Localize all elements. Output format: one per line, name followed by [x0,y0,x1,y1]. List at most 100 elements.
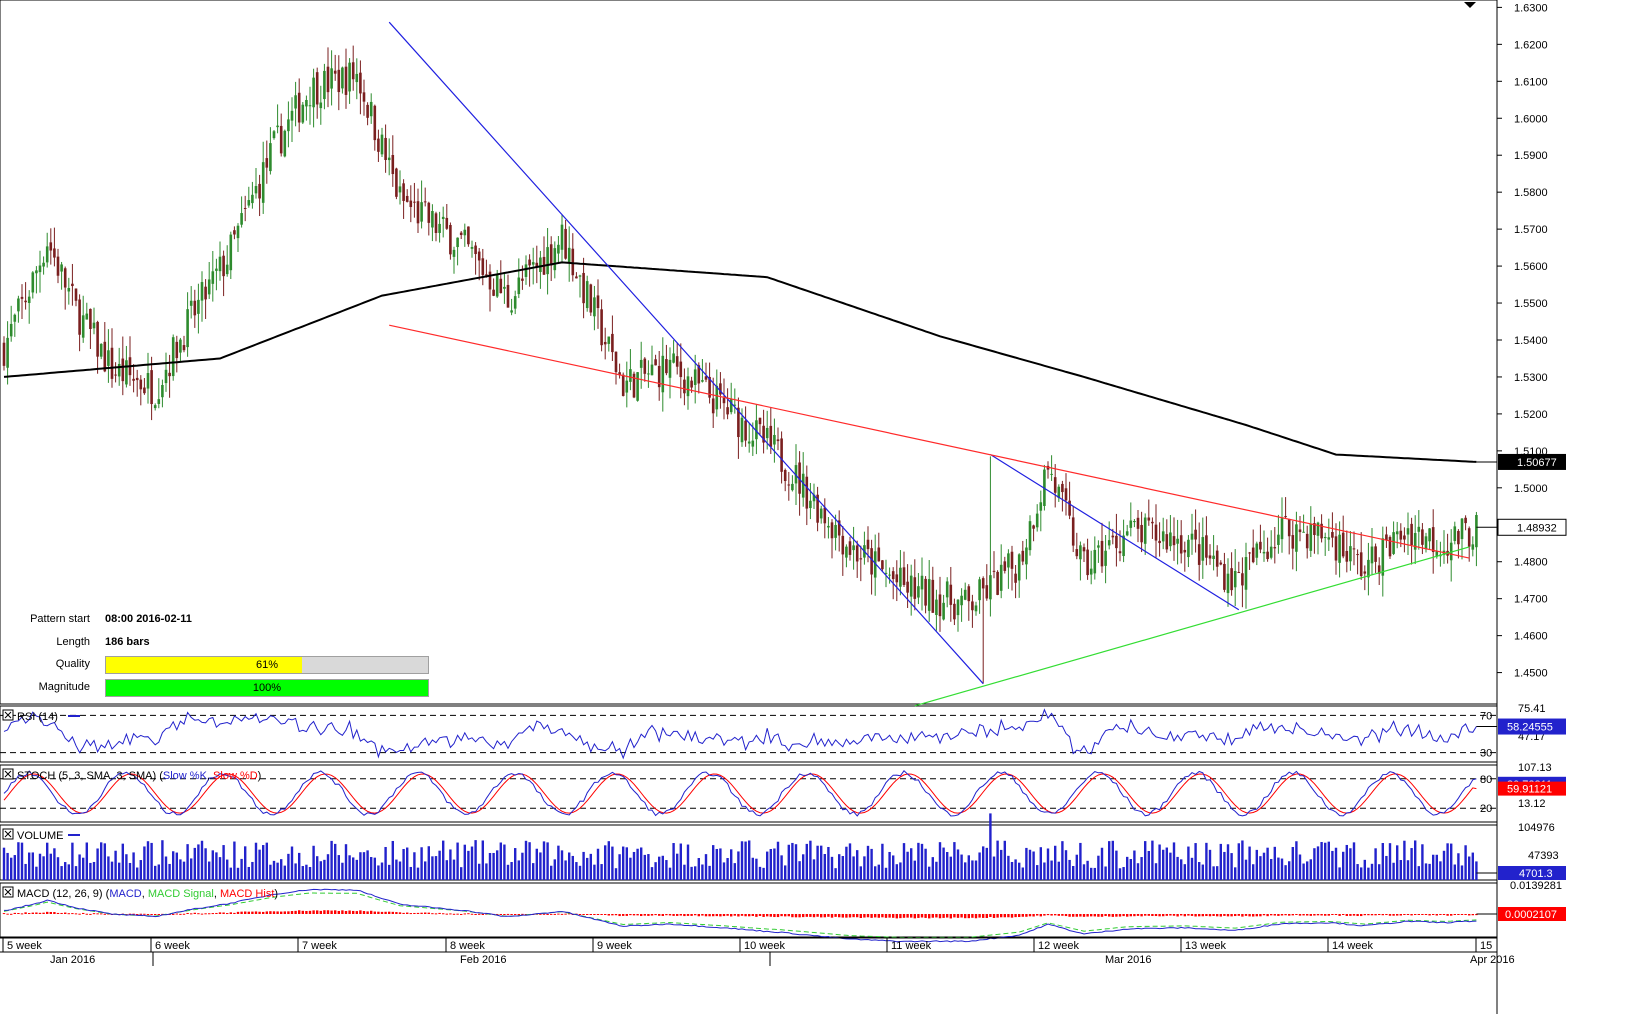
volume-bar [1234,867,1237,880]
candle-body [1010,551,1014,569]
candle-body [35,270,38,274]
volume-bar [1169,852,1172,880]
macd-hist-bar [924,914,927,918]
volume-bar [258,849,261,880]
candle-body [1424,536,1428,550]
candle-body [294,95,297,109]
volume-bar [164,856,168,880]
candle-body [1320,523,1323,539]
macd-hist-bar [215,912,218,914]
macd-hist-bar [373,911,376,914]
macd-value-box [1498,907,1566,921]
volume-bar [902,843,906,880]
candle-body [1233,570,1237,588]
candle-body [348,62,351,92]
volume-bar [856,850,859,880]
macd-hist-bar [794,914,798,918]
macd-hist-bar [676,914,679,916]
candle-body [1370,546,1374,564]
candle-body [845,546,848,558]
volume-bar [35,866,38,880]
macd-hist-bar [1064,914,1068,917]
macd-hist-bar [499,914,502,915]
macd-hist-bar [870,914,873,918]
macd-hist-bar [827,914,830,917]
macd-hist-bar [1086,914,1089,917]
macd-hist-bar [550,913,553,915]
candle-body [1241,573,1244,586]
candle-body [1334,536,1338,561]
macd-hist-bar [636,914,639,916]
last-price-label: 1.48932 [1517,522,1557,534]
candle-body [182,345,186,351]
volume-bar [240,858,243,880]
volume-scale-top: 104976 [1518,822,1555,834]
volume-bar [1309,859,1312,880]
macd-hist-bar [888,914,891,918]
candle-body [755,420,758,440]
candle-body [697,365,701,384]
volume-close-icon [4,830,12,838]
volume-bar [697,858,700,880]
volume-bar [913,860,916,880]
macd-hist-bar [82,912,85,914]
volume-bar [1439,861,1442,880]
candle-body [765,427,769,439]
volume-bar [1144,841,1147,880]
candle-body [117,363,121,377]
macd-hist-bar [1363,914,1366,916]
macd-hist-bar [384,911,387,914]
volume-bar [985,847,988,880]
volume-bar [186,844,189,880]
price-tick-label: 1.5700 [1514,224,1548,236]
volume-bar [161,840,164,880]
rsi-scale-top: 75.41 [1518,703,1546,715]
volume-bar [1028,849,1032,880]
macd-hist-bar [305,910,308,914]
volume-bar [388,864,391,880]
macd-hist-bar [967,914,970,919]
candle-body [661,355,665,393]
candle-body [1057,486,1061,498]
volume-bar [848,843,852,880]
candle-body [510,310,513,313]
volume-bar [661,855,664,880]
macd-hist-bar [1453,914,1456,915]
candle-body [1435,550,1439,557]
week-label: 6 week [155,940,190,952]
macd-hist-bar [380,911,384,914]
volume-bar [1262,852,1266,880]
candle-body [996,571,999,595]
macd-hist-bar [56,912,60,914]
stoch-scale-top: 107.13 [1518,762,1552,774]
macd-hist-bar [1316,914,1320,916]
macd-hist-bar [1216,914,1219,917]
volume-bar [193,847,196,880]
volume-bar [1435,854,1438,880]
candle-body [647,373,650,375]
macd-hist-bar [103,913,106,915]
volume-bar [499,842,502,880]
volume-bar [1151,840,1154,880]
macd-hist-bar [784,914,787,917]
candle-body [359,72,362,94]
volume-bar [744,841,747,880]
candle-body [452,249,456,257]
price-tick-label: 1.4800 [1514,557,1548,569]
volume-title: VOLUME [17,830,63,842]
candle-body [1259,541,1262,550]
candle-body [1215,550,1219,567]
candle-body [197,299,200,314]
macd-hist-bar [1108,914,1111,917]
volume-bar [1018,862,1021,880]
macd-hist-bar [1399,914,1402,916]
volume-bar [614,868,618,880]
candle-body [920,575,924,590]
volume-bar [506,864,510,880]
volume-bar [78,854,81,880]
candle-body [992,570,996,572]
volume-bar [449,849,452,880]
volume-bar [110,861,114,880]
volume-bar [1165,847,1168,880]
candle-body [567,247,571,263]
